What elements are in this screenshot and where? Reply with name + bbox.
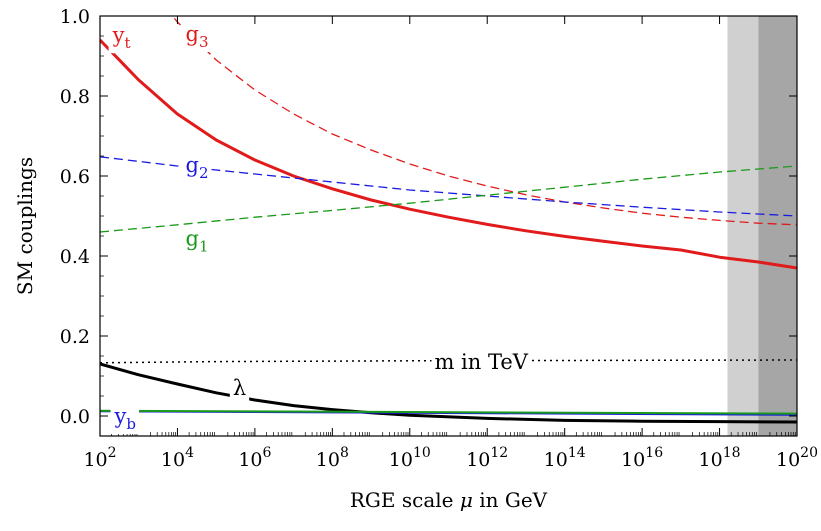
x-tick-label: 108 <box>316 445 349 471</box>
label-backing <box>431 349 532 375</box>
label-g2: g2 <box>186 153 209 182</box>
y-tick-label: 0.2 <box>60 326 90 348</box>
label-g1: g1 <box>186 226 209 255</box>
x-axis-title-after: in GeV <box>473 488 548 512</box>
x-axis-title-symbol: μ <box>460 488 473 512</box>
label-backing <box>182 21 212 52</box>
label-backing <box>182 225 212 257</box>
x-tick-label: 1016 <box>621 445 663 471</box>
x-tick-label: 102 <box>83 445 116 471</box>
y-tick-label: 1.0 <box>60 6 90 28</box>
label-yb: yb <box>114 404 136 433</box>
shaded-bands <box>727 16 797 436</box>
x-tick-label: 1014 <box>544 445 586 471</box>
label-backing <box>108 22 134 54</box>
shaded-band-0 <box>727 16 759 436</box>
label-backing <box>229 375 250 401</box>
x-axis-title: RGE scale μ in GeV <box>350 488 548 512</box>
series-yt <box>100 38 797 270</box>
axis-ticks: 102 104 106 108 1010 1012 1014 1016 1018 1020 0.0 0… <box>60 6 818 471</box>
y-tick-label: 0.6 <box>60 166 90 188</box>
x-tick-label: 1020 <box>776 445 818 471</box>
label-m-in-tev: m in TeV <box>434 350 528 374</box>
y-tick-label: 0.0 <box>60 406 90 428</box>
series-g2 <box>100 156 797 217</box>
curve-labels: g3 yt g2 g1 m in TeV λ yb <box>108 21 532 434</box>
y-axis-title: SM couplings <box>13 157 37 295</box>
y-tick-label: 0.4 <box>60 246 90 268</box>
label-g3: g3 <box>186 22 209 51</box>
label-λ: λ <box>233 376 246 400</box>
series-yb-green <box>100 409 797 415</box>
series-g1 <box>100 165 797 233</box>
series-g3 <box>171 16 797 226</box>
label-backing <box>110 403 140 434</box>
x-axis-title-before: RGE scale <box>350 488 460 512</box>
x-tick-label: 104 <box>161 445 194 471</box>
shaded-band-1 <box>758 16 797 436</box>
label-yt: yt <box>112 23 131 52</box>
plot-frame <box>99 15 798 437</box>
series-lines <box>100 16 797 424</box>
y-tick-label: 0.8 <box>60 86 90 108</box>
x-tick-label: 1018 <box>699 445 741 471</box>
x-tick-label: 1010 <box>389 445 431 471</box>
label-backing <box>182 152 212 184</box>
x-tick-label: 1012 <box>466 445 508 471</box>
x-tick-label: 106 <box>238 445 271 471</box>
